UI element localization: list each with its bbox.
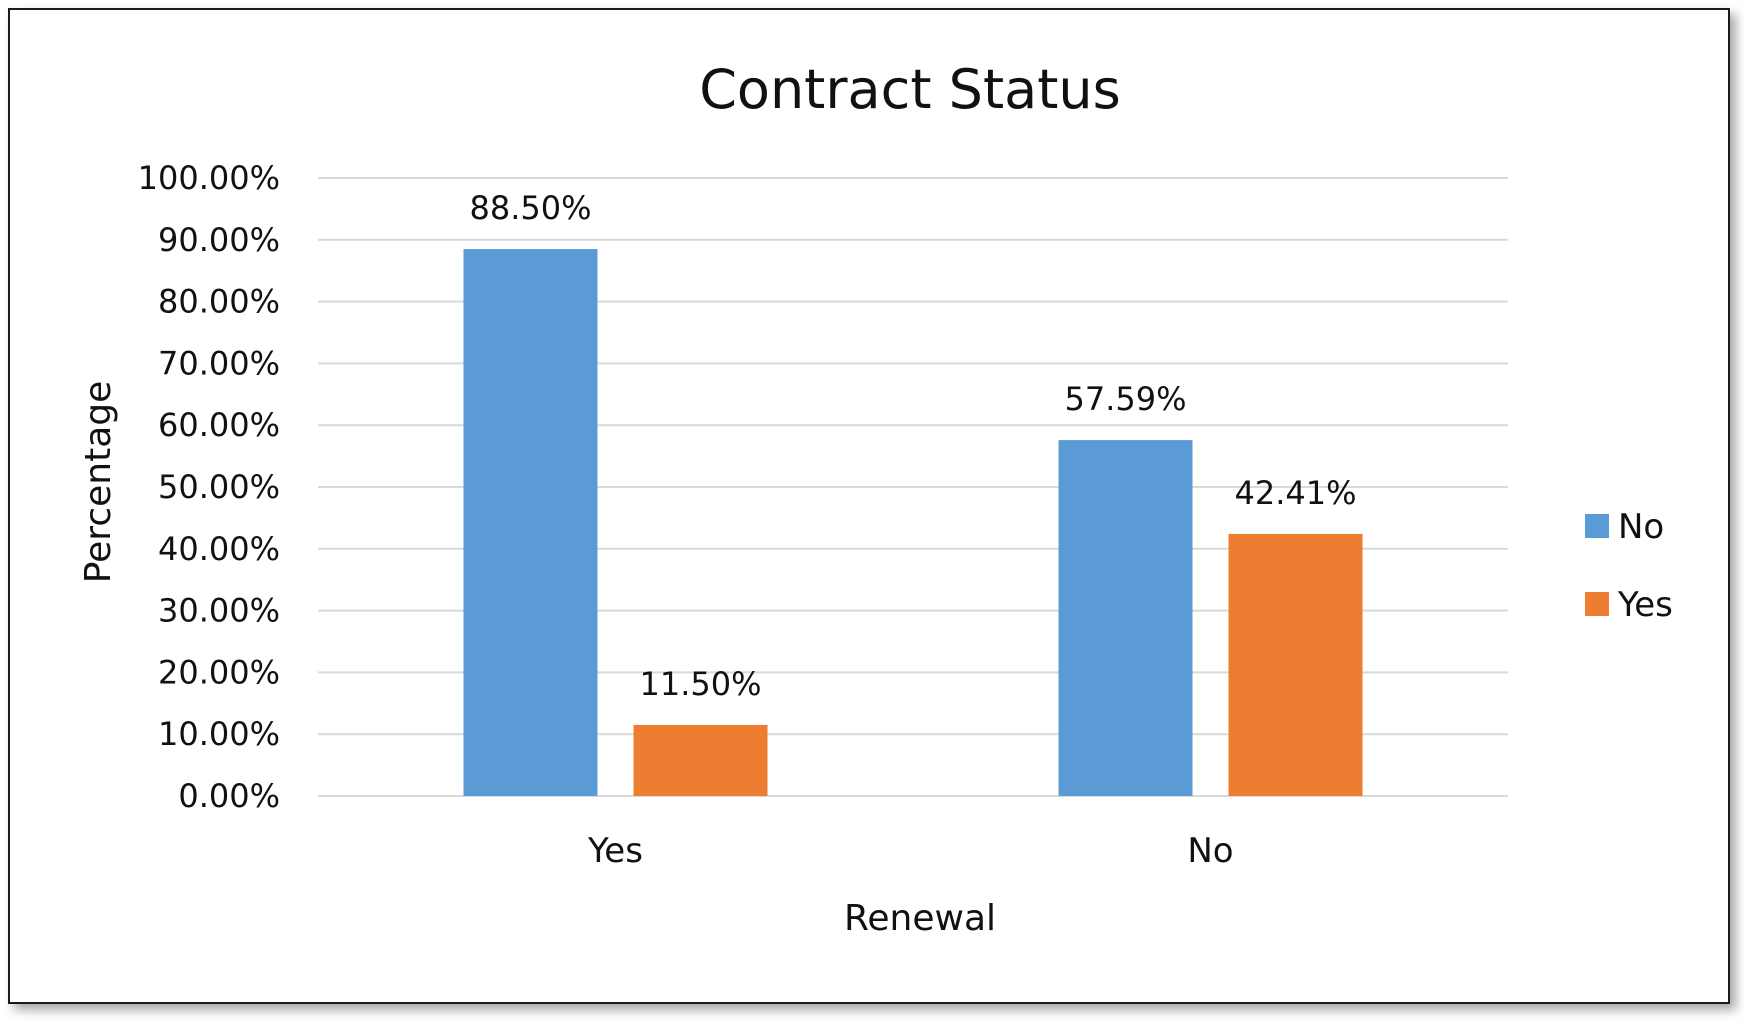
x-category-label: No (1187, 831, 1233, 871)
x-axis-title: Renewal (844, 898, 996, 939)
data-label: 88.50% (469, 189, 591, 227)
y-tick-label: 30.00% (158, 592, 280, 630)
data-label: 57.59% (1064, 380, 1186, 418)
bar-no-yes (1228, 533, 1363, 796)
y-tick-label: 70.00% (158, 344, 280, 382)
y-tick-label: 90.00% (158, 221, 280, 259)
data-labels: 88.50% 11.50% 57.59% 42.41% (469, 189, 1356, 703)
legend-swatch (1585, 592, 1609, 616)
y-tick-label: 0.00% (178, 777, 280, 815)
y-tick-label: 20.00% (158, 653, 280, 691)
data-label: 11.50% (639, 665, 761, 703)
chart-title: Contract Status (699, 58, 1121, 121)
legend-label: No (1618, 507, 1664, 547)
bar-yes-no (463, 249, 598, 796)
y-axis-title: Percentage (78, 381, 119, 584)
y-tick-label: 50.00% (158, 468, 280, 506)
y-tick-label: 100.00% (138, 159, 280, 197)
bar-no-no (1058, 440, 1193, 796)
legend-label: Yes (1617, 585, 1673, 625)
bars (463, 249, 1363, 796)
y-tick-label: 60.00% (158, 406, 280, 444)
legend-swatch (1585, 514, 1609, 538)
bar-yes-yes (633, 724, 768, 796)
legend: No Yes (1585, 507, 1673, 625)
x-category-label: Yes (587, 831, 643, 871)
y-axis-ticks: 0.00% 10.00% 20.00% 30.00% 40.00% 50.00% 60.00… (138, 159, 280, 815)
x-axis-categories: Yes No (587, 831, 1234, 871)
y-tick-label: 40.00% (158, 530, 280, 568)
y-tick-label: 80.00% (158, 283, 280, 321)
chart-frame (8, 8, 1730, 1004)
y-tick-label: 10.00% (158, 715, 280, 753)
data-label: 42.41% (1234, 474, 1356, 512)
